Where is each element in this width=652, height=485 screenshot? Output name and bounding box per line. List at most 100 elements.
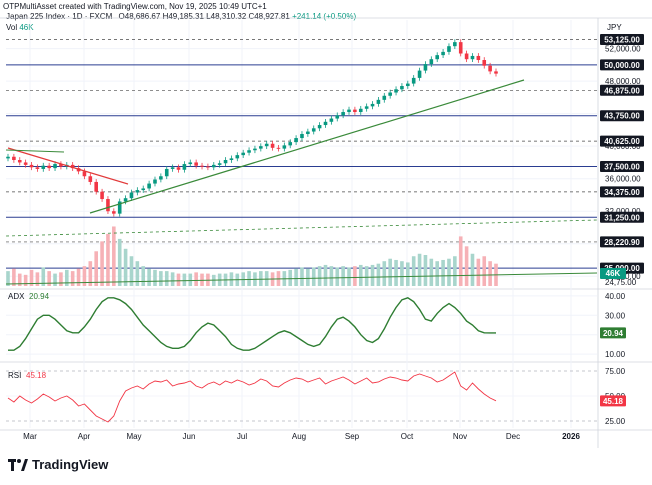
volume-bar [388,258,392,286]
volume-bar [429,258,434,286]
candle-body [488,65,492,72]
level-price-label: 28,220.90 [604,238,640,247]
adx-tick-label: 10.00 [605,350,626,359]
volume-bar [123,248,128,286]
volume-bar [335,267,340,286]
volume-bar [441,259,445,286]
y-tick-label: 40,000.00 [605,142,641,151]
volume-bar [12,268,16,286]
candle-body [70,164,75,169]
candle-body [453,42,457,47]
volume-bar [470,253,475,286]
candle-body [282,145,287,149]
volume-bar [112,226,116,286]
volume-bar [364,266,369,286]
candle-body [159,176,163,180]
volume-bar [488,261,492,286]
candle-body [23,162,28,165]
volume-bar [135,261,140,286]
symbol-label: Japan 225 Index · 1D · FXCM [6,12,113,21]
volume-bar [170,272,175,286]
candle-body [47,165,51,169]
candle-body [123,198,128,202]
candle-body [194,162,198,166]
candle-body [135,190,140,193]
x-tick-label: Jun [183,432,196,441]
candle-body [94,181,98,192]
level-price-label: 53,125.00 [604,35,640,44]
candle-body [223,160,228,164]
volume-bar [182,273,187,286]
ohlc-low: L48,310.32 [206,12,247,21]
tradingview-logo-icon [8,458,28,471]
tradingview-chart[interactable]: Mar Apr May Jun Jul Aug Sep Oct Nov Dec 2026 52,000… [0,0,652,455]
rsi-value-label: 45.18 [26,371,47,380]
candle-body [88,176,93,182]
y-tick-label: 48,000.00 [605,77,641,86]
level-price-label: 46,875.00 [604,86,640,95]
short-trendline [5,149,65,153]
candle-body [311,128,316,132]
volume-bar [453,256,457,286]
level-price-tag [600,59,644,71]
volume-bar [482,256,487,286]
candle-body [211,164,216,168]
candle-body [129,192,134,199]
volume-legend: Vol 46K [6,23,34,32]
volume-bar [159,271,163,286]
volume-bar [17,273,22,286]
level-price-tag [600,110,644,122]
volume-bar [53,273,57,286]
volume-bar [394,259,398,286]
volume-bar [94,251,98,286]
candle-body [117,201,122,214]
volume-bar [323,264,328,286]
candle-body [470,55,475,60]
rsi-value-tag [600,395,626,407]
candle-body [200,165,204,167]
volume-bar [188,273,193,286]
volume-bar [200,273,204,286]
level-price-label: 34,375.00 [604,188,640,197]
candle-body [6,156,10,159]
candle-body [241,152,245,156]
candle-body [358,108,363,113]
y-tick-label: 52,000.00 [605,45,641,54]
candle-body [476,55,481,61]
volume-bar [370,264,375,286]
volume-bar [306,268,310,286]
volume-bar [229,272,234,286]
level-price-tag [600,236,644,248]
volume-bar [29,269,34,286]
candle-body [147,183,151,189]
ohlc-high: H49,185.31 [162,12,204,21]
x-tick-label: 2026 [562,432,580,441]
candle-body [106,199,110,212]
volume-bar [341,266,345,286]
candle-body [323,121,328,126]
level-price-label: 37,500.00 [604,163,640,172]
candle-body [247,150,251,153]
vol-tag [600,268,626,279]
volume-bar [35,272,40,286]
candle-body [82,171,87,177]
candle-body [112,211,116,214]
candle-body [182,164,187,170]
adx-tick-label: 40.00 [605,292,626,301]
volume-bar [300,267,304,286]
volume-bar [382,261,387,286]
candle-body [382,95,387,100]
volume-bar [76,268,81,286]
volume-bar [82,266,87,286]
volume-bar [129,256,134,286]
candle-body [370,103,375,107]
candle-body [411,77,416,84]
candle-body [429,59,434,65]
candle-body [294,138,298,143]
candle-body [353,109,357,113]
volume-bar [476,258,481,286]
volume-bar [47,271,51,286]
level-price-label: 31,250.00 [604,213,640,222]
candle-body [206,166,210,168]
volume-bar [400,261,404,286]
